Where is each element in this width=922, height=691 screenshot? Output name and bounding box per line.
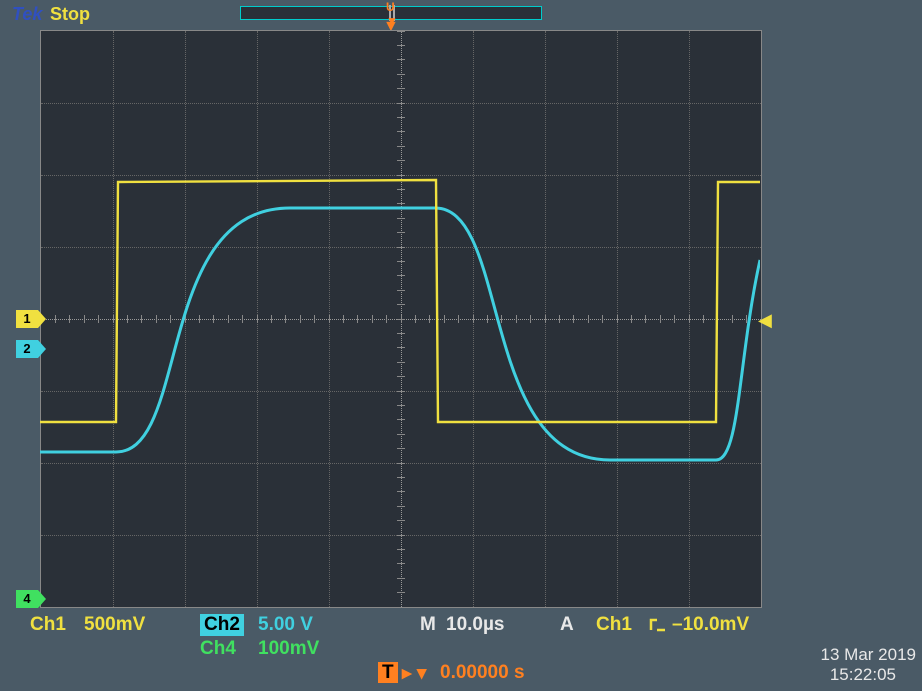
ch4-ground-marker: 4 (16, 590, 38, 608)
run-state: Stop (50, 4, 90, 25)
graticule (40, 30, 762, 608)
ch4-ground-arrow-icon (38, 590, 46, 608)
timebase-value: 10.0µs (446, 614, 505, 636)
ch1-label: Ch1 (30, 614, 66, 636)
time-stamp: 15:22:05 (830, 665, 896, 685)
trigger-mode-label: A (560, 614, 574, 636)
ch1-scale: 500mV (84, 614, 145, 636)
date-stamp: 13 Mar 2019 (821, 645, 916, 665)
trigger-level-arrow-icon: ◀ (758, 310, 772, 331)
trigger-level: –10.0mV (672, 614, 749, 636)
trigger-slope-icon (648, 614, 668, 640)
ch2-ground-arrow-icon (38, 340, 46, 358)
delay-t-box: T (378, 662, 398, 684)
ch2-label-box: Ch2 (200, 614, 244, 636)
ch1-ground-marker: 1 (16, 310, 38, 328)
trigger-source: Ch1 (596, 614, 632, 636)
ch2-ground-marker: 2 (16, 340, 38, 358)
oscilloscope-screen: Tek Stop U▼ ▼T 1 2 4 ◀ (0, 0, 922, 691)
ch1-ground-arrow-icon (38, 310, 46, 328)
ch4-scale: 100mV (258, 638, 319, 660)
ch4-label: Ch4 (200, 638, 236, 660)
ch2-scale: 5.00 V (258, 614, 313, 636)
timebase-label: M (420, 614, 436, 636)
top-bar: Tek Stop U▼ ▼T (0, 0, 922, 28)
brand-logo: Tek (12, 4, 42, 25)
delay-arrow-icon: ▸ ▾ (402, 662, 426, 685)
delay-value: 0.00000 s (440, 662, 525, 684)
